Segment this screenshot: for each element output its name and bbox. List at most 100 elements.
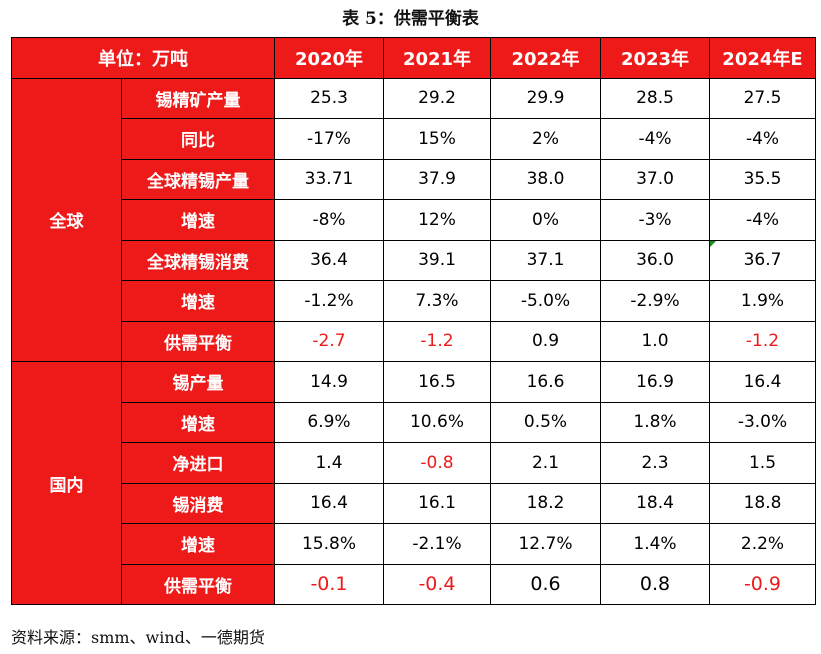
table-cell: 18.2	[490, 482, 601, 524]
table-cell: 37.9	[383, 158, 491, 200]
table-cell: 1.4	[274, 442, 384, 484]
row-label: 锡精矿产量	[121, 77, 275, 119]
row-label: 供需平衡	[121, 563, 275, 605]
table-cell: 1.4%	[600, 523, 710, 565]
table-row: 全球 锡精矿产量 25.3 29.2 29.9 28.5 27.5	[11, 77, 816, 362]
year-header: 2022年	[490, 37, 601, 79]
table-cell: 28.5	[600, 77, 710, 119]
row-label: 增速	[121, 280, 275, 322]
table-cell: 6.9%	[274, 401, 384, 443]
year-header: 2020年	[274, 37, 384, 79]
table-cell: 37.1	[490, 239, 601, 281]
table-cell: 0.5%	[490, 401, 601, 443]
table-cell: -4%	[600, 118, 710, 160]
table-caption: 表 5：供需平衡表	[342, 9, 479, 29]
table-row: 供需平衡 -0.1 -0.4 0.6 0.8 -0.9	[12, 563, 816, 605]
table-cell: 27.5	[709, 77, 816, 119]
table-cell: -0.1	[274, 563, 384, 605]
table-cell: 0.8	[600, 563, 710, 605]
table-row: 锡消费 16.4 16.1 18.2 18.4 18.8	[12, 482, 816, 524]
table-cell: 14.9	[274, 361, 384, 403]
table-cell: 33.71	[274, 158, 384, 200]
table-cell: 16.4	[274, 482, 384, 524]
table-cell: 0.9	[490, 320, 601, 362]
table-cell: 16.5	[383, 361, 491, 403]
group-label: 国内	[11, 361, 122, 605]
table-cell: -2.9%	[600, 280, 710, 322]
table-cell: 39.1	[383, 239, 491, 281]
year-header: 2021年	[383, 37, 491, 79]
table-row: 增速 6.9% 10.6% 0.5% 1.8% -3.0%	[12, 401, 816, 443]
source-note: 资料来源：smm、wind、一德期货	[11, 628, 265, 647]
table-cell: 12.7%	[490, 523, 601, 565]
row-label: 锡消费	[121, 482, 275, 524]
row-label: 增速	[121, 523, 275, 565]
table-row: 全球精锡产量 33.71 37.9 38.0 37.0 35.5	[12, 158, 816, 200]
table-cell: -3.0%	[709, 401, 816, 443]
table-cell: 36.4	[274, 239, 384, 281]
table-cell: 2.1	[490, 442, 601, 484]
row-label: 增速	[121, 199, 275, 241]
table-cell: 18.4	[600, 482, 710, 524]
row-label: 增速	[121, 401, 275, 443]
table-cell: 36.0	[600, 239, 710, 281]
table-cell: 1.9%	[709, 280, 816, 322]
table-row: 净进口 1.4 -0.8 2.1 2.3 1.5	[12, 442, 816, 484]
table-cell: -5.0%	[490, 280, 601, 322]
table-cell: 1.5	[709, 442, 816, 484]
table-cell: -4%	[709, 118, 816, 160]
table-cell: 16.6	[490, 361, 601, 403]
table-cell: 36.7	[709, 239, 816, 281]
table-cell: 12%	[383, 199, 491, 241]
table-cell: 7.3%	[383, 280, 491, 322]
table-cell: 2%	[490, 118, 601, 160]
table-cell: 0.6	[490, 563, 601, 605]
year-header: 2023年	[600, 37, 710, 79]
row-label: 同比	[121, 118, 275, 160]
table-cell: -2.1%	[383, 523, 491, 565]
table-cell: -2.7	[274, 320, 384, 362]
table-cell: 29.2	[383, 77, 491, 119]
year-header: 2024年E	[709, 37, 816, 79]
group-label: 全球	[11, 77, 122, 362]
table-cell: 1.8%	[600, 401, 710, 443]
table-cell: -0.8	[383, 442, 491, 484]
table-cell: 16.1	[383, 482, 491, 524]
supply-demand-table: 单位：万吨 2020年 2021年 2022年 2023年 2024年E 全球锡…	[11, 37, 816, 605]
table-row: 供需平衡 -2.7 -1.2 0.9 1.0 -1.2	[12, 320, 816, 362]
table-cell: 15%	[383, 118, 491, 160]
table-cell: -3%	[600, 199, 710, 241]
table-row: 增速 -8% 12% 0% -3% -4%	[12, 199, 816, 241]
table-cell: 38.0	[490, 158, 601, 200]
row-label: 净进口	[121, 442, 275, 484]
table-cell: -4%	[709, 199, 816, 241]
row-label: 锡产量	[121, 361, 275, 403]
unit-header: 单位：万吨	[11, 37, 275, 79]
table-cell: 15.8%	[274, 523, 384, 565]
table-row: 全球精锡消费 36.4 39.1 37.1 36.0 36.7	[12, 239, 816, 281]
row-label: 全球精锡消费	[121, 239, 275, 281]
row-label: 供需平衡	[121, 320, 275, 362]
table-cell: 18.8	[709, 482, 816, 524]
row-label: 全球精锡产量	[121, 158, 275, 200]
header-row: 单位：万吨 2020年 2021年 2022年 2023年 2024年E	[11, 37, 816, 79]
table-cell: 29.9	[490, 77, 601, 119]
table-row: 国内 锡产量 14.9 16.5 16.6 16.9 16.4	[11, 361, 816, 605]
table-row: 同比 -17% 15% 2% -4% -4%	[12, 118, 816, 160]
table-cell: 35.5	[709, 158, 816, 200]
table-cell: 16.9	[600, 361, 710, 403]
table-cell: -0.4	[383, 563, 491, 605]
table-cell: 1.0	[600, 320, 710, 362]
table-cell: -17%	[274, 118, 384, 160]
table-cell: -1.2	[709, 320, 816, 362]
table-cell: -1.2	[383, 320, 491, 362]
table-cell: 0%	[490, 199, 601, 241]
table-cell: -8%	[274, 199, 384, 241]
table-cell: 16.4	[709, 361, 816, 403]
table-cell: -1.2%	[274, 280, 384, 322]
table-cell: 2.2%	[709, 523, 816, 565]
table-cell: 25.3	[274, 77, 384, 119]
supply-demand-table-container: 单位：万吨 2020年 2021年 2022年 2023年 2024年E 全球锡…	[11, 37, 816, 605]
table-row: 增速 15.8% -2.1% 12.7% 1.4% 2.2%	[12, 523, 816, 565]
table-row: 增速 -1.2% 7.3% -5.0% -2.9% 1.9%	[12, 280, 816, 322]
